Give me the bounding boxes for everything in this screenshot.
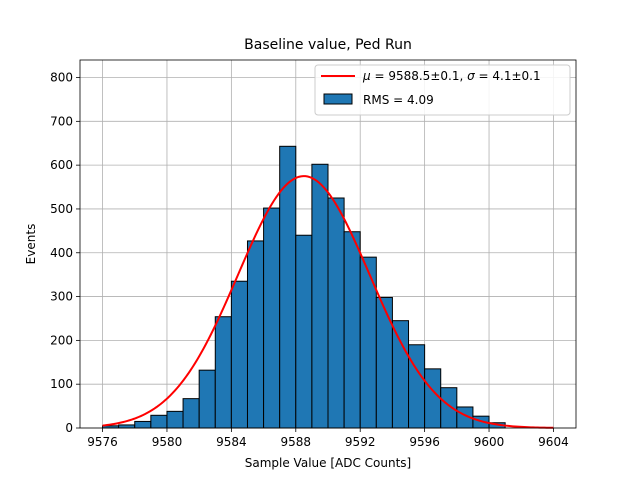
- y-tick-label: 800: [50, 71, 73, 85]
- histogram-bar: [198, 369, 216, 429]
- histogram-bar: [440, 387, 458, 429]
- histogram-bar: [246, 240, 265, 429]
- x-tick-label: 9592: [345, 435, 376, 449]
- histogram-bar: [424, 368, 442, 429]
- legend: μ = 9588.5±0.1, σ = 4.1±0.1 RMS = 4.09: [314, 64, 571, 116]
- x-tick-label: 9580: [152, 435, 183, 449]
- histogram-bar: [150, 414, 168, 429]
- y-tick-label: 300: [50, 290, 73, 304]
- x-axis-ticks: 9576 9580 9584 9588 9592 9596 9600 9604: [87, 428, 569, 449]
- x-tick-label: 9596: [409, 435, 440, 449]
- histogram-bar: [327, 197, 345, 429]
- chart-title: Baseline value, Ped Run: [244, 37, 412, 53]
- histogram-bar: [375, 296, 393, 429]
- y-tick-label: 500: [50, 202, 73, 216]
- histogram-bar: [118, 424, 136, 429]
- y-tick-label: 700: [50, 114, 73, 128]
- legend-box: [314, 64, 571, 116]
- x-axis-label: Sample Value [ADC Counts]: [245, 456, 411, 470]
- histogram-bar: [391, 320, 410, 429]
- histogram-bar: [263, 207, 281, 429]
- y-tick-label: 200: [50, 333, 73, 347]
- histogram-bar: [230, 280, 248, 429]
- legend-hist-label: RMS = 4.09: [363, 93, 434, 107]
- x-tick-label: 9604: [538, 435, 569, 449]
- histogram-bar: [214, 316, 232, 429]
- y-tick-label: 100: [50, 377, 73, 391]
- plot-frame: [79, 59, 577, 429]
- legend-mu-symbol: μ: [362, 69, 371, 83]
- legend-mu-value: = 9588.5±0.1,: [371, 69, 467, 83]
- y-tick-label: 0: [65, 421, 73, 435]
- y-tick-label: 600: [50, 158, 73, 172]
- x-tick-label: 9588: [281, 435, 312, 449]
- x-tick-label: 9600: [474, 435, 505, 449]
- legend-sigma-symbol: σ: [467, 69, 475, 83]
- x-tick-label: 9584: [216, 435, 247, 449]
- legend-hist-swatch: [323, 93, 353, 105]
- histogram-bar: [311, 163, 329, 429]
- histogram-bar: [166, 410, 184, 429]
- histogram-bar: [408, 344, 426, 429]
- x-tick-label: 9576: [87, 435, 118, 449]
- gaussian-fit-curve: [102, 175, 554, 429]
- legend-fit-label: μ = 9588.5±0.1, σ = 4.1±0.1: [362, 69, 541, 83]
- histogram-bar: [295, 234, 313, 429]
- y-tick-label: 400: [50, 246, 73, 260]
- legend-sigma-value: = 4.1±0.1: [475, 69, 541, 83]
- y-axis-ticks: 0 100 200 300 400 500 600 700 800: [50, 71, 80, 435]
- histogram-bars: [102, 145, 506, 429]
- histogram-bar: [134, 420, 152, 429]
- histogram-bar: [343, 231, 361, 429]
- histogram-bar: [182, 398, 200, 429]
- y-axis-label: Events: [24, 224, 38, 265]
